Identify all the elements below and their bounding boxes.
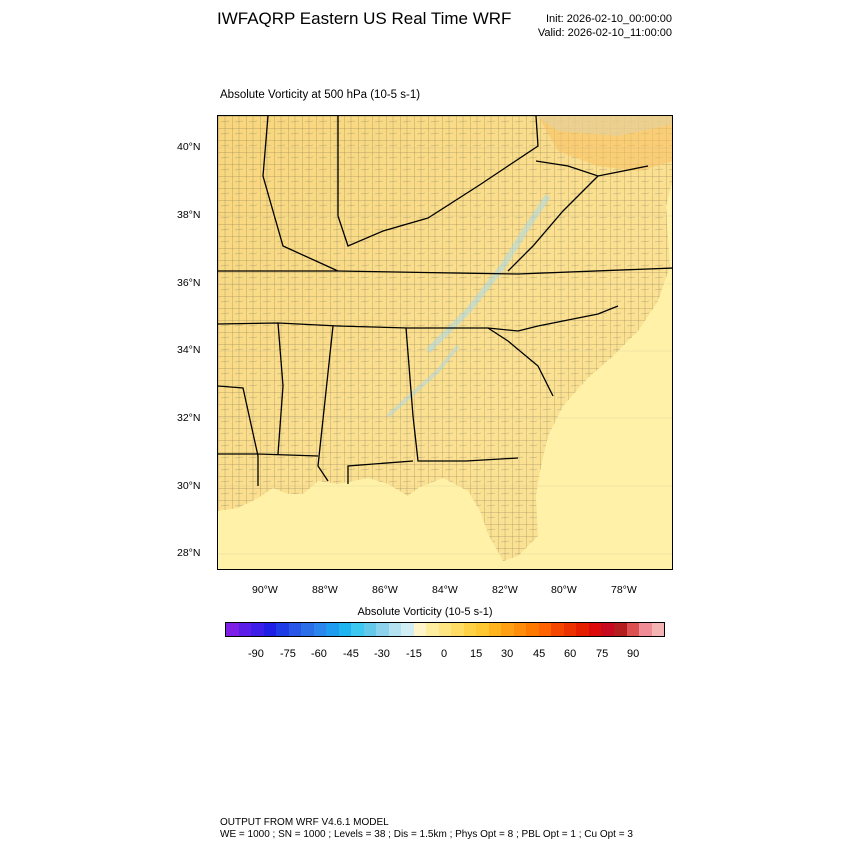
chart-title: IWFAQRP Eastern US Real Time WRF bbox=[217, 9, 512, 28]
lat-label: 34°N bbox=[177, 344, 201, 356]
colorbar-swatch bbox=[451, 623, 464, 636]
lat-label: 36°N bbox=[177, 277, 201, 289]
colorbar-swatch bbox=[313, 623, 327, 636]
colorbar-label: Absolute Vorticity (10-5 s-1) bbox=[357, 606, 493, 618]
map-canvas bbox=[218, 116, 672, 569]
colorbar-swatch bbox=[513, 623, 527, 636]
colorbar-tick: 30 bbox=[501, 648, 514, 660]
colorbar-swatch bbox=[276, 623, 289, 636]
colorbar-tick: 60 bbox=[564, 648, 577, 660]
lon-label: 82°W bbox=[492, 584, 518, 596]
colorbar-swatch bbox=[576, 623, 589, 636]
colorbar-swatch bbox=[488, 623, 502, 636]
colorbar-swatch bbox=[601, 623, 614, 636]
low-vorticity-streak-2 bbox=[386, 344, 460, 418]
lon-label: 78°W bbox=[611, 584, 637, 596]
colorbar-swatch bbox=[226, 623, 239, 636]
colorbar-swatch bbox=[288, 623, 302, 636]
graticule bbox=[218, 147, 672, 555]
colorbar-tick: 90 bbox=[627, 648, 640, 660]
colorbar-swatch bbox=[613, 623, 627, 636]
colorbar-swatch bbox=[301, 623, 314, 636]
colorbar-swatch bbox=[426, 623, 439, 636]
init-time: Init: 2026-02-10_00:00:00 bbox=[546, 13, 672, 25]
lat-label: 30°N bbox=[177, 480, 201, 492]
colorbar-swatch bbox=[363, 623, 377, 636]
colorbar-swatch bbox=[551, 623, 564, 636]
lat-label: 32°N bbox=[177, 412, 201, 424]
colorbar-swatch bbox=[351, 623, 364, 636]
colorbar-swatch bbox=[526, 623, 539, 636]
field-subtitle: Absolute Vorticity at 500 hPa (10-5 s-1) bbox=[220, 89, 421, 101]
colorbar-tick: 45 bbox=[533, 648, 546, 660]
valid-time: Valid: 2026-02-10_11:00:00 bbox=[537, 27, 672, 39]
colorbar-swatch bbox=[501, 623, 514, 636]
footer-line-1: OUTPUT FROM WRF V4.6.1 MODEL bbox=[220, 817, 389, 828]
colorbar-swatch bbox=[401, 623, 414, 636]
lon-label: 86°W bbox=[372, 584, 398, 596]
lon-label: 84°W bbox=[432, 584, 458, 596]
colorbar-swatch bbox=[563, 623, 577, 636]
colorbar-swatch bbox=[438, 623, 452, 636]
lat-label: 38°N bbox=[177, 209, 201, 221]
colorbar-tick: -30 bbox=[374, 648, 390, 660]
county-lines bbox=[218, 116, 672, 561]
colorbar-tick: 15 bbox=[470, 648, 483, 660]
colorbar-swatch bbox=[388, 623, 402, 636]
colorbar-swatch bbox=[326, 623, 339, 636]
colorbar-swatch bbox=[639, 623, 652, 636]
colorbar-tick: 0 bbox=[441, 648, 448, 660]
lat-label: 40°N bbox=[177, 141, 201, 153]
colorbar-swatch bbox=[476, 623, 489, 636]
lon-label: 90°W bbox=[252, 584, 278, 596]
colorbar-tick: -75 bbox=[280, 648, 296, 660]
colorbar-swatch bbox=[651, 623, 665, 636]
colorbar bbox=[225, 622, 665, 637]
colorbar-tick: 75 bbox=[596, 648, 609, 660]
vorticity-map bbox=[217, 115, 673, 570]
colorbar-swatch bbox=[238, 623, 252, 636]
lon-label: 88°W bbox=[312, 584, 338, 596]
colorbar-swatch bbox=[538, 623, 552, 636]
colorbar-swatch bbox=[626, 623, 640, 636]
colorbar-swatch bbox=[463, 623, 477, 636]
colorbar-swatch bbox=[376, 623, 389, 636]
colorbar-tick: -15 bbox=[406, 648, 422, 660]
northeast-high-vorticity bbox=[538, 116, 672, 171]
footer-line-2: WE = 1000 ; SN = 1000 ; Levels = 38 ; Di… bbox=[220, 829, 633, 840]
colorbar-tick: -90 bbox=[248, 648, 264, 660]
colorbar-swatch bbox=[251, 623, 264, 636]
colorbar-swatch bbox=[338, 623, 352, 636]
colorbar-swatch bbox=[413, 623, 427, 636]
colorbar-swatch bbox=[588, 623, 602, 636]
init-valid-times: Init: 2026-02-10_00:00:00 Valid: 2026-02… bbox=[538, 12, 672, 40]
colorbar-swatch bbox=[263, 623, 277, 636]
colorbar-tick: -45 bbox=[343, 648, 359, 660]
colorbar-tick: -60 bbox=[311, 648, 327, 660]
lat-label: 28°N bbox=[177, 547, 201, 559]
state-borders bbox=[218, 116, 672, 486]
lon-label: 80°W bbox=[551, 584, 577, 596]
model-footer: OUTPUT FROM WRF V4.6.1 MODEL WE = 1000 ;… bbox=[220, 817, 633, 841]
